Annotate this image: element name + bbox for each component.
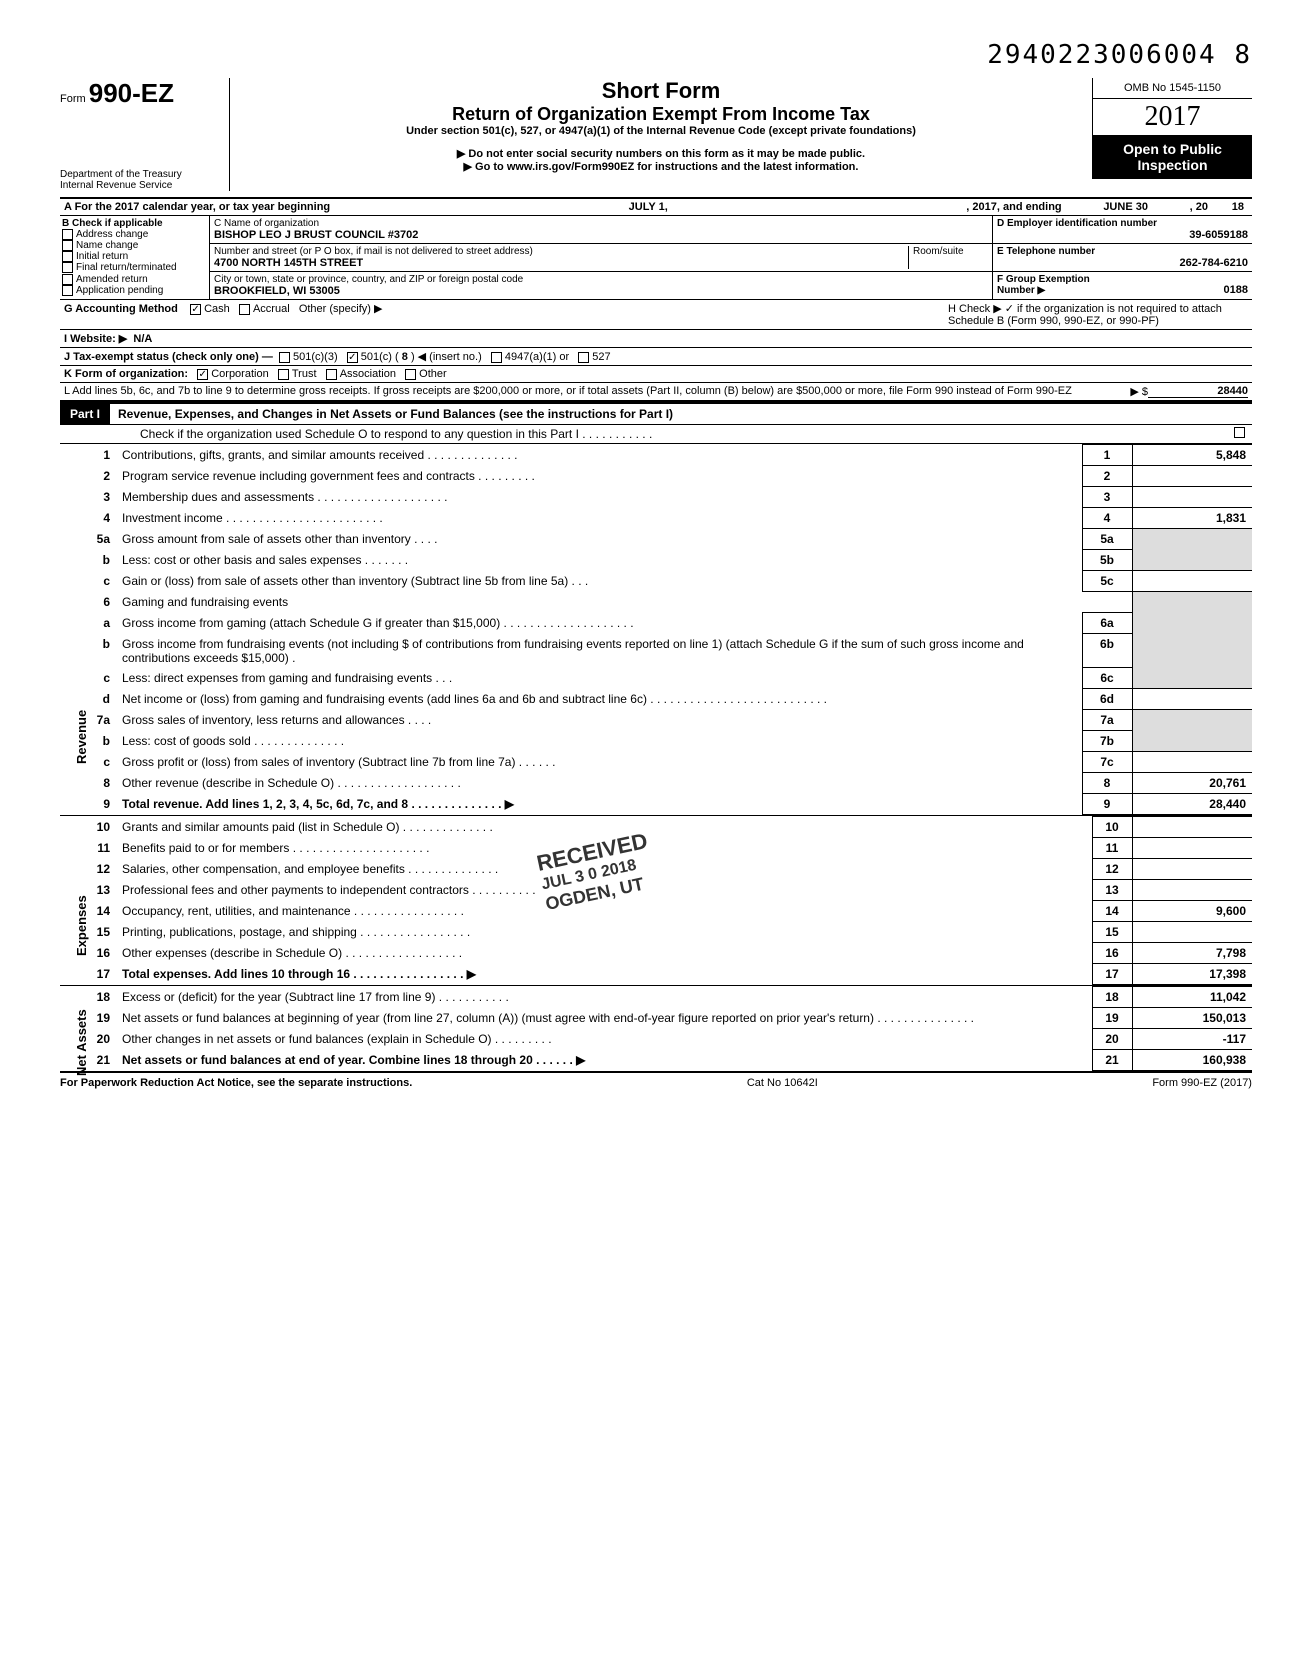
omb-number: OMB No 1545-1150 (1093, 78, 1252, 99)
name-label: C Name of organization (214, 218, 988, 229)
cb-4947[interactable] (491, 352, 502, 363)
expenses-vlabel: Expenses (74, 895, 89, 956)
cb-501c3[interactable] (279, 352, 290, 363)
line-a-yr: 18 (1212, 199, 1252, 215)
amt-13 (1132, 880, 1252, 901)
footer-right: Form 990-EZ (2017) (1152, 1077, 1252, 1089)
amt-7c (1132, 752, 1252, 773)
part1-title: Revenue, Expenses, and Changes in Net As… (110, 407, 673, 421)
g-label: G Accounting Method (64, 303, 178, 315)
part1-badge: Part I (60, 404, 110, 424)
phone-val: 262-784-6210 (997, 257, 1248, 269)
cb-527[interactable] (578, 352, 589, 363)
i-label: I Website: ▶ (64, 333, 127, 345)
line-a-end: JUNE 30 (1066, 199, 1186, 215)
line-a-suffix: , 20 (1186, 199, 1212, 215)
part1-check: Check if the organization used Schedule … (140, 427, 652, 441)
phone-label: E Telephone number (997, 246, 1248, 257)
amt-2 (1132, 466, 1252, 487)
netassets-vlabel: Net Assets (74, 1009, 89, 1076)
amt-12 (1132, 859, 1252, 880)
doc-stamp-number: 2940223006004 8 (60, 40, 1252, 70)
cb-other[interactable] (405, 369, 416, 380)
addr-label: Number and street (or P O box, if mail i… (214, 246, 908, 257)
open-public-1: Open to Public (1097, 141, 1248, 157)
amt-6d (1132, 689, 1252, 710)
short-form-title: Short Form (230, 78, 1092, 104)
l-val: 28440 (1148, 385, 1248, 398)
org-name: BISHOP LEO J BRUST COUNCIL #3702 (214, 229, 988, 241)
amt-17: 17,398 (1132, 964, 1252, 985)
j-label: J Tax-exempt status (check only one) — (64, 351, 273, 363)
line-a-mid: , 2017, and ending (962, 199, 1065, 215)
amt-15 (1132, 922, 1252, 943)
amt-19: 150,013 (1132, 1008, 1252, 1029)
col-b-header: B Check if applicable (62, 218, 207, 229)
cb-501c[interactable]: ✓ (347, 352, 358, 363)
cb-corp[interactable]: ✓ (197, 369, 208, 380)
amt-8: 20,761 (1132, 773, 1252, 794)
goto-link: ▶ Go to www.irs.gov/Form990EZ for instru… (230, 160, 1092, 173)
i-val: N/A (133, 333, 152, 345)
ein-label: D Employer identification number (997, 218, 1248, 229)
form-number: 990-EZ (89, 78, 174, 108)
k-label: K Form of organization: (64, 368, 188, 380)
amt-20: -117 (1132, 1029, 1252, 1050)
return-title: Return of Organization Exempt From Incom… (230, 104, 1092, 125)
footer-left: For Paperwork Reduction Act Notice, see … (60, 1077, 412, 1089)
amt-14: 9,600 (1132, 901, 1252, 922)
amt-9: 28,440 (1132, 794, 1252, 815)
amt-3 (1132, 487, 1252, 508)
org-addr: 4700 NORTH 145TH STREET (214, 257, 908, 269)
amt-4: 1,831 (1132, 508, 1252, 529)
amt-1: 5,848 (1132, 445, 1252, 466)
cb-final[interactable]: Final return/terminated (62, 262, 207, 273)
footer-mid: Cat No 10642I (747, 1077, 818, 1089)
group-label: F Group Exemption Number ▶ (997, 274, 1090, 296)
amt-5c (1132, 571, 1252, 592)
line-a-begin: JULY 1, (334, 199, 962, 215)
cb-schedo[interactable] (1234, 427, 1245, 438)
room-label: Room/suite (908, 246, 988, 269)
line-a-prefix: A For the 2017 calendar year, or tax yea… (60, 199, 334, 215)
amt-10 (1132, 817, 1252, 838)
ein-val: 39-6059188 (997, 229, 1248, 241)
h-label: H Check ▶ ✓ if the organization is not r… (948, 302, 1248, 327)
amt-21: 160,938 (1132, 1050, 1252, 1071)
j-501c-n: 8 (402, 351, 408, 363)
group-val: 0188 (1224, 284, 1248, 296)
cb-pending[interactable]: Application pending (62, 285, 207, 296)
cb-address[interactable]: Address change (62, 229, 207, 240)
tax-year: 2017 (1093, 99, 1252, 135)
cb-assoc[interactable] (326, 369, 337, 380)
section-line: Under section 501(c), 527, or 4947(a)(1)… (230, 125, 1092, 137)
cb-name[interactable]: Name change (62, 240, 207, 251)
cb-cash[interactable]: ✓ (190, 304, 201, 315)
cb-trust[interactable] (278, 369, 289, 380)
amt-16: 7,798 (1132, 943, 1252, 964)
city-label: City or town, state or province, country… (214, 274, 988, 285)
revenue-vlabel: Revenue (74, 710, 89, 764)
cb-initial[interactable]: Initial return (62, 251, 207, 262)
amt-11 (1132, 838, 1252, 859)
cb-amended[interactable]: Amended return (62, 274, 207, 285)
form-header: Form 990-EZ Department of the Treasury I… (60, 78, 1252, 199)
l-arrow: ▶ $ (1088, 385, 1148, 398)
ssn-warning: ▶ Do not enter social security numbers o… (230, 147, 1092, 160)
form-prefix: Form (60, 93, 86, 105)
cb-accrual[interactable] (239, 304, 250, 315)
l-text: L Add lines 5b, 6c, and 7b to line 9 to … (64, 385, 1088, 398)
dept-label: Department of the Treasury Internal Reve… (60, 169, 225, 191)
amt-18: 11,042 (1132, 987, 1252, 1008)
org-city: BROOKFIELD, WI 53005 (214, 285, 988, 297)
open-public-2: Inspection (1097, 157, 1248, 173)
